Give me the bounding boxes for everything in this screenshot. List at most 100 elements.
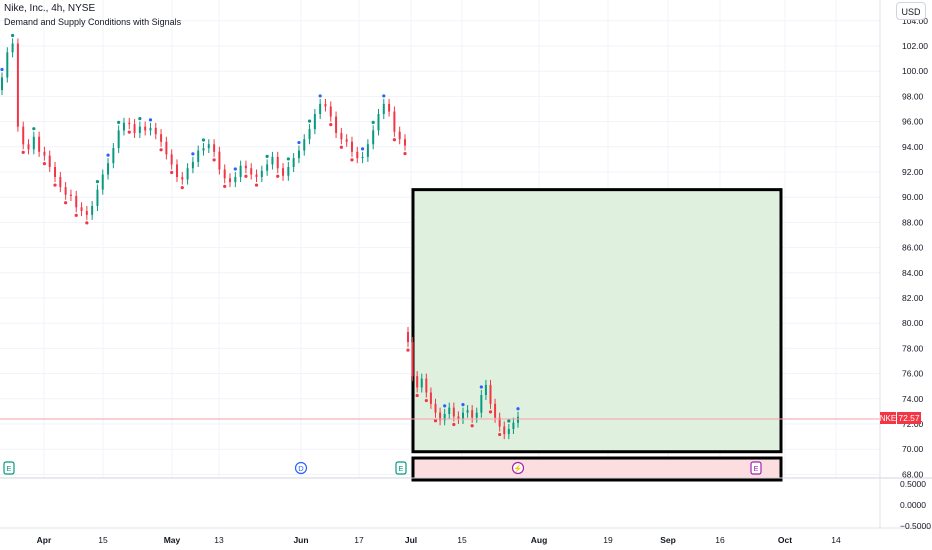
signal-dot: [265, 154, 269, 158]
indicator-axis[interactable]: 0.5000 0.0000 −0.5000: [900, 479, 931, 531]
signal-dot: [95, 180, 100, 184]
candle-body: [218, 151, 221, 170]
signal-dot: [42, 162, 47, 166]
candle-body: [377, 114, 380, 131]
event-marker[interactable]: E: [3, 461, 15, 475]
price-tick-label: 104.00: [902, 16, 928, 26]
candle-body: [207, 144, 210, 149]
indicator-title: Demand and Supply Conditions with Signal…: [4, 17, 182, 27]
signal-dot: [392, 138, 396, 142]
candle-body: [112, 148, 115, 164]
candle-body: [154, 127, 157, 135]
signal-dot: [507, 419, 511, 423]
price-tick-label: 90.00: [902, 192, 924, 202]
candle-body: [507, 429, 510, 435]
candle-body: [138, 126, 141, 133]
event-marker-bg: [3, 461, 15, 475]
signal-dot: [106, 153, 110, 157]
candle-body: [393, 111, 396, 132]
indicator-tick-label: −0.5000: [900, 521, 931, 531]
candle-body: [165, 141, 168, 155]
time-tick-label: 14: [831, 535, 841, 545]
signal-dot: [382, 94, 386, 98]
signal-dot: [452, 422, 456, 427]
candle-body: [32, 136, 35, 150]
candle-body: [223, 169, 226, 179]
candle-body: [38, 136, 41, 152]
price-badge: NKE 72.57: [880, 412, 921, 424]
candle-body: [452, 407, 455, 417]
signal-dot: [479, 385, 483, 389]
candle-body: [494, 403, 497, 418]
candle-body: [308, 129, 311, 140]
candle-body: [457, 416, 460, 419]
price-tick-label: 84.00: [902, 268, 924, 278]
candle-body: [429, 392, 432, 404]
price-badge-value: 72.57: [898, 413, 920, 423]
event-marker[interactable]: ⚡: [511, 461, 525, 475]
price-tick-label: 78.00: [902, 343, 924, 353]
candle-body: [407, 332, 409, 343]
price-tick-label: 92.00: [902, 167, 924, 177]
candle-body: [324, 103, 327, 107]
candle-body: [366, 144, 369, 157]
candle-body: [1, 77, 3, 91]
signal-dot: [461, 403, 465, 407]
candle-body: [191, 161, 194, 169]
signal-dot: [74, 213, 78, 217]
signal-dot: [127, 130, 131, 134]
signal-dot: [424, 398, 428, 403]
signal-dot: [21, 150, 25, 154]
time-tick-label: Jul: [405, 535, 417, 545]
candle-body: [503, 426, 506, 435]
candle-body: [287, 166, 290, 176]
time-tick-label: Jun: [293, 535, 308, 545]
candle-body: [91, 206, 94, 215]
signal-dot: [403, 151, 407, 156]
candle-body: [512, 422, 515, 430]
candle-body: [313, 114, 316, 130]
price-tick-label: 88.00: [902, 217, 924, 227]
candle-body: [382, 103, 385, 115]
signal-dot: [286, 157, 290, 161]
candle-body: [292, 158, 295, 167]
signal-dot: [371, 120, 375, 124]
currency-button[interactable]: USD: [896, 2, 926, 20]
signal-dot: [488, 410, 493, 414]
candle-body: [80, 207, 83, 212]
time-tick-label: 17: [354, 535, 364, 545]
signal-dot: [329, 123, 333, 127]
supply-zone: [411, 456, 783, 482]
candle-body: [122, 122, 125, 131]
signal-dot: [318, 94, 322, 98]
candle-body: [297, 150, 300, 159]
candle-body: [443, 413, 446, 421]
signal-dot: [223, 184, 227, 188]
candle-body: [170, 154, 173, 165]
price-axis[interactable]: 68.0070.0072.0074.0076.0078.0080.0082.00…: [902, 16, 928, 480]
candle-body: [466, 410, 469, 413]
candle-body: [69, 194, 72, 196]
candle-body: [144, 126, 147, 131]
event-marker[interactable]: D: [294, 461, 308, 475]
candle-body: [202, 148, 205, 151]
event-marker-bg: [750, 461, 762, 475]
time-tick-label: 16: [715, 535, 725, 545]
candle-body: [489, 384, 492, 404]
time-axis[interactable]: Apr 15 May 13 Jun 17 Jul 15 Aug 19 Sep 16 Oct 14: [37, 535, 841, 545]
event-marker[interactable]: E: [395, 461, 407, 475]
event-marker[interactable]: E: [750, 461, 762, 475]
candle-body: [85, 211, 88, 215]
event-marker-bg: [294, 461, 308, 475]
price-tick-label: 102.00: [902, 41, 928, 51]
candle-body: [117, 130, 120, 149]
event-marker-letter: D: [298, 464, 304, 473]
candle-body: [160, 134, 163, 142]
candle-body: [59, 177, 62, 188]
price-tick-label: 80.00: [902, 318, 924, 328]
event-marker-bg: [395, 461, 407, 475]
price-badge-value-bg: [897, 412, 921, 424]
candle-body: [425, 378, 428, 393]
time-tick-label: 19: [603, 535, 613, 545]
